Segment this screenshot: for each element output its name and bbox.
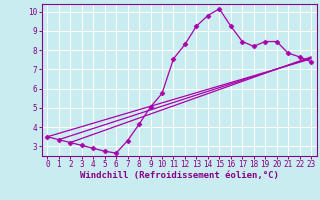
X-axis label: Windchill (Refroidissement éolien,°C): Windchill (Refroidissement éolien,°C) — [80, 171, 279, 180]
